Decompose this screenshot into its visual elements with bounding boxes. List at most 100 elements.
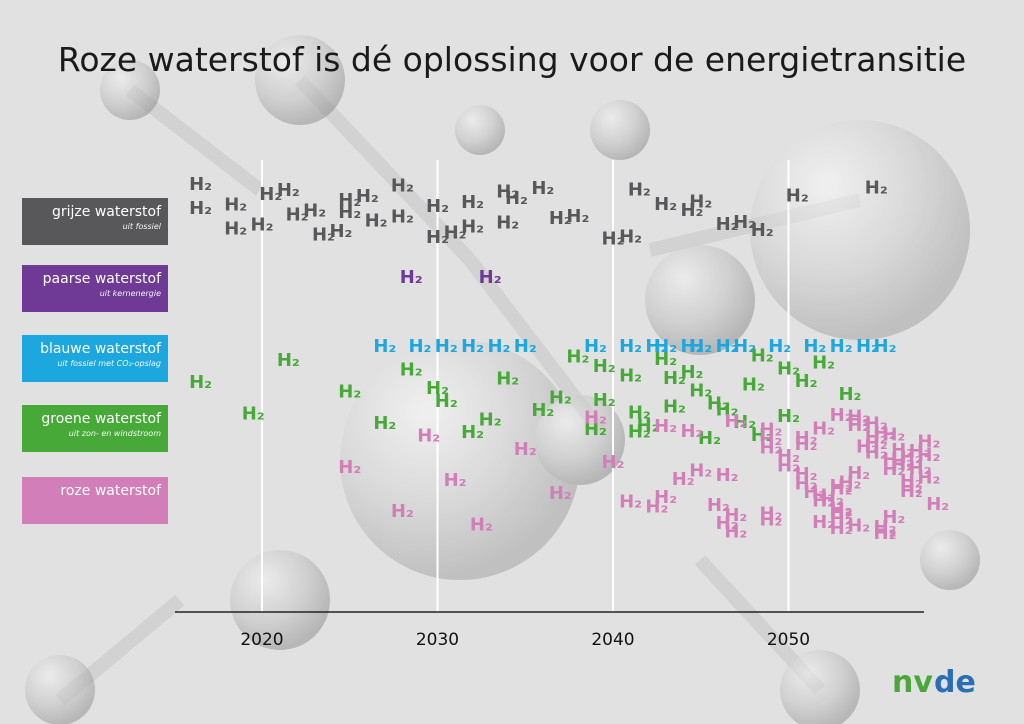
h2-mark: H₂ [882, 424, 905, 445]
h2-mark: H₂ [593, 356, 616, 377]
svg-text:nv: nv [892, 665, 933, 700]
h2-mark: H₂ [461, 422, 484, 443]
h2-mark: H₂ [277, 180, 300, 201]
category-name: paarse waterstof [42, 271, 161, 287]
h2-mark: H₂ [777, 456, 800, 477]
h2-mark: H₂ [496, 213, 519, 234]
h2-mark: H₂ [391, 501, 414, 522]
h2-mark: H₂ [663, 368, 686, 389]
h2-mark: H₂ [689, 336, 712, 357]
h2-mark: H₂ [803, 482, 826, 503]
h2-mark: H₂ [619, 336, 642, 357]
h2-mark: H₂ [759, 420, 782, 441]
h2-mark: H₂ [707, 495, 730, 516]
category-name: grijze waterstof [52, 204, 161, 220]
category-subtitle: uit fossiel met CO₂-opslag [57, 359, 161, 368]
h2-mark: H₂ [865, 442, 888, 463]
h2-mark: H₂ [680, 362, 703, 383]
h2-mark: H₂ [277, 350, 300, 371]
h2-mark: H₂ [724, 411, 747, 432]
h2-mark: H₂ [698, 428, 721, 449]
h2-mark: H₂ [654, 349, 677, 370]
h2-mark: H₂ [716, 465, 739, 486]
h2-mark: H₂ [830, 478, 853, 499]
h2-mark: H₂ [628, 421, 651, 442]
h2-mark: H₂ [724, 505, 747, 526]
h2-mark: H₂ [874, 520, 897, 541]
h2-mark: H₂ [830, 518, 853, 539]
h2-mark: H₂ [373, 413, 396, 434]
h2-mark: H₂ [838, 472, 861, 493]
h2-mark: H₂ [751, 425, 774, 446]
h2-mark: H₂ [189, 174, 212, 195]
h2-mark: H₂ [891, 440, 914, 461]
svg-text:de: de [934, 665, 976, 700]
h2-mark: H₂ [417, 426, 440, 447]
h2-mark: H₂ [891, 451, 914, 472]
h2-mark: H₂ [531, 400, 554, 421]
h2-mark: H₂ [549, 387, 572, 408]
h2-mark: H₂ [496, 182, 519, 203]
h2-mark: H₂ [637, 415, 660, 436]
h2-mark: H₂ [812, 490, 835, 511]
h2-mark: H₂ [830, 476, 853, 497]
category-name: groene waterstof [41, 411, 161, 427]
category-box: roze waterstof [22, 477, 168, 524]
h2-mark: H₂ [426, 196, 449, 217]
h2-mark: H₂ [882, 459, 905, 480]
h2-mark: H₂ [882, 507, 905, 528]
h2-mark: H₂ [812, 353, 835, 374]
h2-mark: H₂ [435, 336, 458, 357]
h2-mark: H₂ [356, 186, 379, 207]
h2-mark: H₂ [777, 406, 800, 427]
h2-mark: H₂ [286, 204, 309, 225]
h2-mark: H₂ [400, 267, 423, 288]
h2-mark: H₂ [584, 419, 607, 440]
h2-mark: H₂ [531, 178, 554, 199]
h2-mark: H₂ [496, 369, 519, 390]
h2-mark: H₂ [680, 336, 703, 357]
h2-mark: H₂ [514, 439, 537, 460]
h2-mark: H₂ [900, 477, 923, 498]
h2-mark: H₂ [628, 180, 651, 201]
h2-mark: H₂ [470, 514, 493, 535]
h2-mark: H₂ [733, 336, 756, 357]
h2-mark: H₂ [786, 186, 809, 207]
h2-mark: H₂ [251, 215, 274, 236]
h2-mark: H₂ [680, 200, 703, 221]
h2-mark: H₂ [663, 397, 686, 418]
h2-mark: H₂ [602, 228, 625, 249]
h2-mark: H₂ [926, 494, 949, 515]
chart-title: Roze waterstof is dé oplossing voor de e… [57, 40, 967, 79]
h2-mark: H₂ [391, 206, 414, 227]
h2-mark: H₂ [584, 408, 607, 429]
x-tick-label: 2040 [591, 630, 634, 650]
h2-mark: H₂ [716, 336, 739, 357]
h2-mark: H₂ [812, 486, 835, 507]
category-box: grijze waterstof uit fossiel [22, 198, 168, 245]
h2-mark: H₂ [487, 336, 510, 357]
h2-mark: H₂ [400, 359, 423, 380]
category-box: groene waterstof uit zon- en windstroom [22, 405, 168, 452]
h2-mark: H₂ [338, 381, 361, 402]
h2-mark: H₂ [856, 336, 879, 357]
h2-mark: H₂ [645, 336, 668, 357]
h2-mark: H₂ [426, 378, 449, 399]
h2-mark: H₂ [909, 458, 932, 479]
h2-mark: H₂ [795, 464, 818, 485]
h2-mark: H₂ [707, 393, 730, 414]
h2-mark: H₂ [759, 504, 782, 525]
category-subtitle: uit zon- en windstroom [68, 429, 161, 438]
h2-mark: H₂ [549, 483, 572, 504]
h2-mark: H₂ [593, 390, 616, 411]
h2-mark: H₂ [874, 523, 897, 544]
h2-mark: H₂ [689, 192, 712, 213]
category-box: paarse waterstof uit kernenergie [22, 265, 168, 312]
h2-mark: H₂ [716, 214, 739, 235]
h2-mark: H₂ [917, 445, 940, 466]
h2-mark: H₂ [303, 200, 326, 221]
h2-mark: H₂ [505, 188, 528, 209]
h2-mark: H₂ [444, 470, 467, 491]
h2-mark: H₂ [733, 212, 756, 233]
h2-mark: H₂ [645, 496, 668, 517]
